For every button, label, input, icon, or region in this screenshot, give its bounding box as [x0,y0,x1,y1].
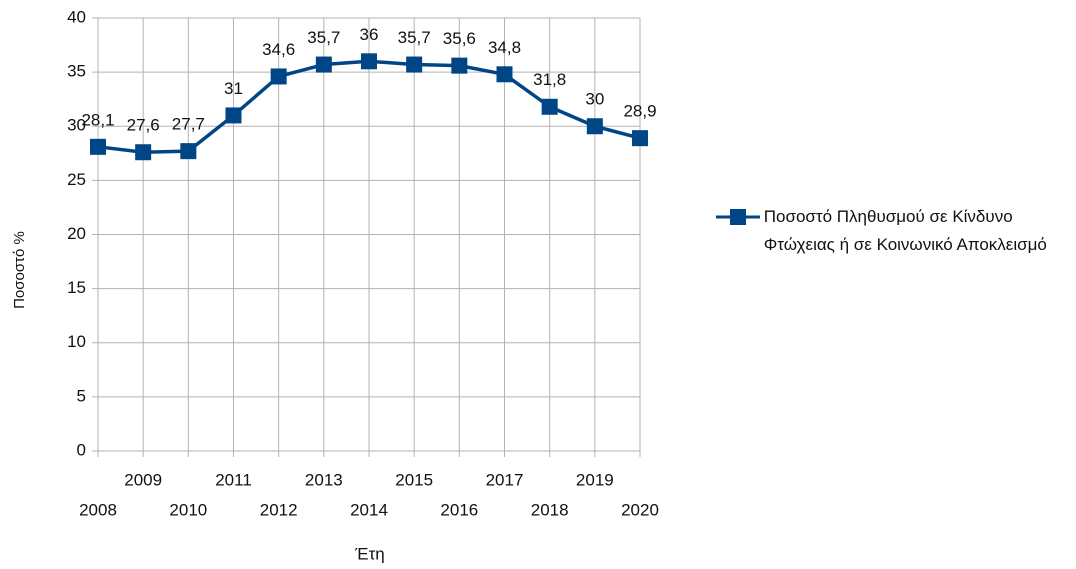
y-tick-label: 20 [67,224,86,243]
data-label: 27,7 [172,115,205,134]
x-tick-label: 2015 [395,470,433,489]
y-tick-label: 40 [67,7,86,26]
point-marker [90,138,106,155]
point-marker [361,53,377,70]
y-axis-label: Ποσοστό % [11,231,28,309]
chart: Ποσοστό % Έτη 0 5 10 15 20 25 30 35 40 2008 2009 20… [11,7,659,563]
x-tick-label: 2009 [124,470,162,489]
x-tick-label: 2011 [215,470,252,489]
x-tick-label: 2018 [531,500,569,519]
x-tick-label: 2008 [79,500,117,519]
point-marker [135,144,152,161]
data-label: 35,7 [307,28,340,47]
y-tick-label: 35 [67,62,86,81]
data-label: 31,8 [533,70,566,89]
data-label: 28,1 [81,110,114,129]
data-label: 35,6 [443,29,476,48]
data-label: 30 [585,90,604,109]
point-marker [496,66,513,83]
x-tick-label: 2012 [260,500,298,519]
x-tick-label: 2016 [440,500,478,519]
x-tick-label: 2013 [305,470,343,489]
point-marker [180,143,197,160]
y-tick-label: 25 [67,170,86,189]
point-marker [406,56,423,73]
x-tick-label: 2020 [621,500,659,519]
x-tick-label: 2019 [576,470,614,489]
point-marker [451,57,468,74]
point-marker [541,98,558,115]
data-label: 36 [360,25,379,44]
x-tick-label: 2010 [169,500,207,519]
y-tick-label: 5 [77,386,86,405]
data-label: 27,6 [127,116,160,135]
y-tick-label: 10 [67,332,86,351]
data-label: 34,6 [262,40,295,59]
y-tick-label: 15 [67,278,86,297]
point-marker [225,107,242,124]
data-label: 35,7 [398,28,431,47]
point-marker [632,130,648,147]
x-tick-label: 2014 [350,500,388,519]
y-tick-label: 30 [67,116,86,135]
point-marker [270,68,287,85]
x-axis-label: Έτη [354,544,385,563]
data-label: 34,8 [488,38,521,57]
data-label: 31 [224,79,243,98]
point-marker [586,118,603,135]
legend: Ποσοστό Πληθυσμού σε Κίνδυνο Φτώχειας ή … [712,203,1072,259]
data-label: 28,9 [623,102,656,121]
legend-label: Ποσοστό Πληθυσμού σε Κίνδυνο Φτώχειας ή … [763,207,1047,254]
y-tick-label: 0 [77,440,86,459]
legend-marker [716,209,760,225]
x-tick-label: 2017 [486,470,524,489]
point-marker [315,56,332,73]
